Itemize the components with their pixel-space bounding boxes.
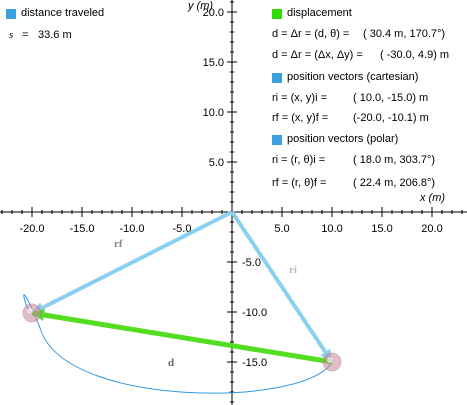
distance-equals: = — [22, 29, 29, 41]
distance-symbol: s — [9, 29, 14, 41]
position-polar-rf-lhs: rf = (r, θ)f = — [272, 177, 327, 189]
y-tick-label: 15.0 — [203, 57, 224, 69]
position-cartesian-swatch — [272, 73, 282, 83]
distance-path — [23, 294, 333, 394]
displacement-polar-value: ( 30.4 m, 170.7°) — [363, 28, 446, 40]
position-polar-rf-value: ( 22.4 m, 206.8°) — [353, 177, 436, 189]
distance-value: 33.6 m — [38, 29, 72, 41]
rf-vector-label: rf — [114, 238, 123, 250]
x-tick-label: 5.0 — [274, 223, 289, 235]
x-tick-label: -20.0 — [19, 223, 44, 235]
y-tick-label: -10.0 — [242, 307, 267, 319]
displacement-cart-lhs: d = Δr = (Δx, Δy) = — [272, 49, 363, 61]
x-tick-label: 20.0 — [421, 223, 442, 235]
x-tick-label: -10.0 — [119, 223, 144, 235]
final-ball-highlight — [27, 308, 33, 314]
position-polar-ri-lhs: ri = (r, θ)i = — [272, 154, 326, 166]
x-tick-label: -5.0 — [173, 223, 192, 235]
x-tick-label: 15.0 — [371, 223, 392, 235]
x-tick-label: 10.0 — [321, 223, 342, 235]
displacement-swatch — [272, 9, 282, 19]
distance-legend: distance traveled — [21, 7, 105, 19]
ri-vector-label: ri — [289, 264, 297, 276]
y-axis-label: y (m) — [188, 0, 214, 12]
distance-swatch — [6, 9, 16, 19]
position-polar-ri-value: ( 18.0 m, 303.7°) — [353, 154, 436, 166]
position-polar-swatch — [272, 135, 282, 145]
y-tick-label: 10.0 — [203, 107, 224, 119]
displacement-vector — [31, 310, 333, 365]
rf-vector — [31, 210, 233, 315]
displacement-cart-value: ( -30.0, 4.9) m — [380, 49, 450, 61]
position-cartesian-legend: position vectors (cartesian) — [287, 71, 419, 83]
ri-vector — [230, 210, 334, 364]
position-cartesian-ri-value: ( 10.0, -15.0) m — [353, 92, 429, 104]
position-polar-legend: position vectors (polar) — [287, 133, 399, 145]
initial-ball-highlight — [327, 357, 333, 363]
d-vector-label: d — [168, 357, 175, 369]
position-cartesian-rf-lhs: rf = (x, y)f = — [272, 112, 329, 124]
y-tick-label: -15.0 — [242, 357, 267, 369]
position-cartesian-ri-lhs: ri = (x, y)i = — [272, 92, 328, 104]
y-tick-label: -5.0 — [242, 257, 261, 269]
displacement-legend: displacement — [287, 7, 352, 19]
y-tick-label: 20.0 — [203, 7, 224, 19]
position-cartesian-rf-value: (-20.0, -10.1) m — [353, 112, 429, 124]
x-tick-label: -15.0 — [69, 223, 94, 235]
displacement-polar-lhs: d = Δr = (d, θ) = — [272, 28, 350, 40]
x-axis-label: x (m) — [420, 192, 446, 204]
y-tick-label: 5.0 — [209, 157, 224, 169]
